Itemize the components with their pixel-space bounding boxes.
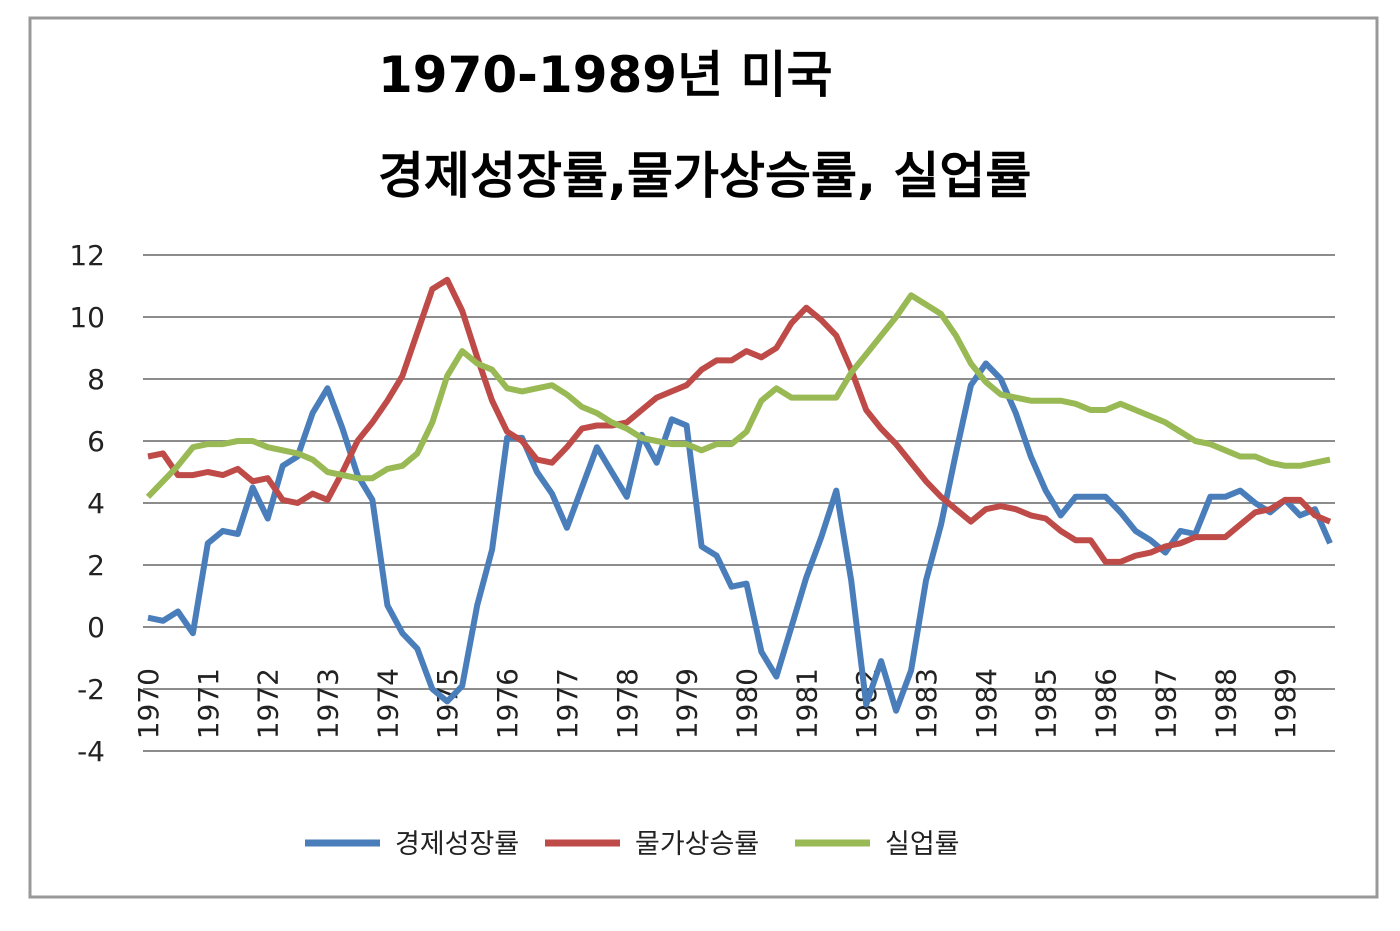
y-tick-label: -2 — [77, 673, 105, 706]
x-tick-label: 1976 — [491, 668, 524, 739]
chart-subtitle: 경제성장률,물가상승률, 실업률 — [378, 147, 1031, 205]
x-tick-label: 1974 — [371, 668, 404, 739]
legend-label: 실업률 — [885, 829, 960, 860]
y-tick-label: 0 — [87, 611, 105, 644]
y-tick-label: 2 — [87, 549, 105, 582]
x-tick-label: 1979 — [671, 668, 704, 739]
data-line — [147, 360, 1333, 714]
x-tick-label: 1986 — [1090, 668, 1123, 739]
legend-label: 경제성장률 — [395, 829, 519, 860]
x-tick-label: 1989 — [1269, 668, 1302, 739]
data-line — [145, 292, 1331, 499]
y-tick-label: 12 — [69, 239, 105, 272]
data-line — [147, 276, 1332, 565]
x-tick-label: 1970 — [132, 668, 165, 739]
y-tick-label: 6 — [87, 425, 105, 458]
x-tick-label: 1981 — [790, 668, 823, 739]
y-tick-label: -4 — [77, 735, 105, 768]
x-tick-label: 1980 — [730, 668, 763, 739]
y-tick-label: 4 — [87, 487, 105, 520]
y-tick-label: 10 — [69, 301, 105, 334]
x-tick-label: 1984 — [970, 668, 1003, 739]
x-tick-label: 1971 — [192, 668, 225, 739]
x-tick-label: 1987 — [1149, 668, 1182, 739]
x-tick-label: 1988 — [1209, 668, 1242, 739]
x-tick-label: 1973 — [312, 668, 345, 739]
y-tick-label: 8 — [87, 363, 105, 396]
chart-title: 1970-1989년 미국 — [378, 46, 832, 104]
x-tick-label: 1985 — [1030, 668, 1063, 739]
x-tick-label: 1977 — [551, 668, 584, 739]
legend-label: 물가상승률 — [635, 829, 759, 860]
x-tick-label: 1972 — [252, 668, 285, 739]
x-tick-label: 1983 — [910, 668, 943, 739]
x-tick-label: 1978 — [611, 668, 644, 739]
